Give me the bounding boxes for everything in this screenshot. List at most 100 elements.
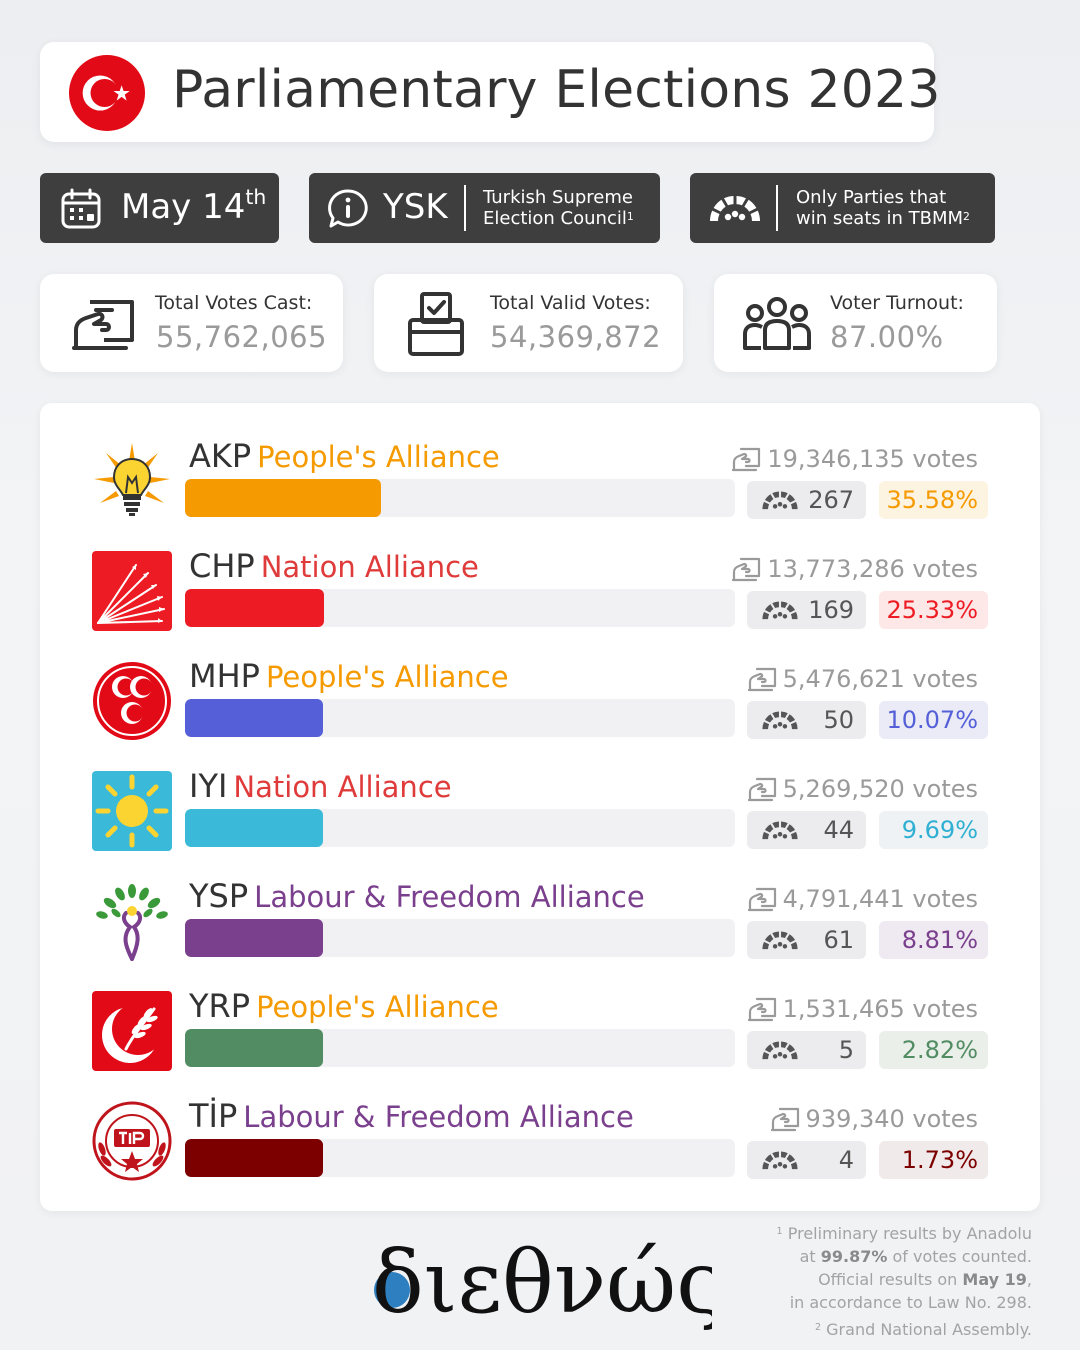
stat-total-votes-cast: Total Votes Cast: 55,762,065 [40,274,343,372]
source-pill: YSK Turkish Supreme Election Council1 [309,173,660,243]
bar-track [185,809,735,847]
seats-value: 267 [808,486,854,514]
seats-box: 5 [747,1031,866,1069]
percent-box: 2.82% [879,1031,988,1069]
parliament-icon [762,1041,798,1060]
stat-value: 55,762,065 [156,320,328,354]
vote-hand-icon [732,557,761,582]
seats-box: 61 [747,921,866,959]
bar-track [185,699,735,737]
percent-value: 9.69% [901,816,978,844]
party-name: IYI Nation Alliance [189,767,452,805]
percent-value: 2.82% [901,1036,978,1064]
stat-value: 87.00% [830,320,944,354]
footnote-1-line-c: Official results on May 19, [818,1270,1032,1289]
seats-box: 169 [747,591,866,629]
vote-hand-icon [747,667,776,692]
ysp-tree-logo-icon [96,884,168,961]
party-name: TİP Labour & Freedom Alliance [189,1097,634,1135]
info-chat-icon [328,189,368,228]
source-code: YSK [383,187,448,227]
vote-hand-icon [747,997,776,1022]
votes-count: 5,269,520 votes [747,775,978,803]
stat-label: Voter Turnout: [830,292,964,314]
seats-value: 50 [823,706,854,734]
bar-akp [185,479,381,517]
ballot-box-icon [408,292,464,356]
turkey-flag-icon [68,54,146,132]
votes-count: 19,346,135 votes [731,445,978,473]
bar-track [185,479,735,517]
brand-name: διεθνώς [372,1233,712,1333]
seats-box: 267 [747,481,866,519]
vote-hand-icon [747,777,776,802]
chp-six-arrows-logo-icon [92,551,172,631]
percent-value: 35.58% [886,486,978,514]
ballot-cast-icon [72,300,134,350]
parliament-icon [709,196,761,221]
divider [464,185,466,231]
footnote-2: 2 Grand National Assembly. [814,1320,1032,1339]
stat-voter-turnout: Voter Turnout: 87.00% [714,274,997,372]
party-row-mhp: MHP People's Alliance 5,476,621 votes 50 … [40,623,1040,740]
bar-chp [185,589,324,627]
bar-track [185,1139,735,1177]
bar-track [185,1029,735,1067]
election-date: May 14th [121,185,267,227]
parliament-icon [762,601,798,620]
votes-count: 939,340 votes [770,1105,978,1133]
stat-value: 54,369,872 [490,320,662,354]
percent-box: 35.58% [879,481,988,519]
mhp-three-crescents-logo-icon [93,662,171,740]
party-row-ysp: YSP Labour & Freedom Alliance 4,791,441 v… [40,843,1040,961]
brand-accent-dot [374,1272,410,1308]
seats-box: 50 [747,701,866,739]
people-group-icon [743,297,811,350]
votes-count: 5,476,621 votes [747,665,978,693]
bar-tip [185,1139,323,1177]
votes-count: 1,531,465 votes [747,995,978,1023]
stat-label: Total Votes Cast: [155,292,313,314]
percent-value: 25.33% [886,596,978,624]
source-name-line2: Election Council1 [483,208,634,229]
source-name-line1: Turkish Supreme [483,187,633,208]
vote-hand-icon [732,447,761,472]
seats-value: 169 [808,596,854,624]
seats-value: 61 [823,926,854,954]
footnote-1-line-a: 1 Preliminary results by Anadolu [776,1224,1032,1243]
alliance-label: People's Alliance [256,990,499,1024]
votes-count: 13,773,286 votes [731,555,978,583]
bar-mhp [185,699,323,737]
vote-hand-icon [770,1107,799,1132]
seats-box: 44 [747,811,866,849]
party-row-yrp: YRP People's Alliance 1,531,465 votes 5 2… [40,953,1040,1071]
party-row-tip: TİP Labour & Freedom Alliance 939,340 vot… [40,1063,1040,1181]
percent-value: 1.73% [901,1146,978,1174]
alliance-label: Labour & Freedom Alliance [243,1100,634,1134]
alliance-label: Nation Alliance [233,770,452,804]
party-name: MHP People's Alliance [189,657,509,695]
party-name: YRP People's Alliance [189,987,499,1025]
percent-value: 10.07% [886,706,978,734]
parliament-icon [762,1151,798,1170]
percent-box: 9.69% [879,811,988,849]
percent-value: 8.81% [901,926,978,954]
footnote-1-line-d: in accordance to Law No. 298. [789,1293,1032,1312]
votes-count: 4,791,441 votes [747,885,978,913]
parliament-icon [762,821,798,840]
seats-value: 44 [823,816,854,844]
party-row-chp: CHP Nation Alliance 13,773,286 votes 169 … [40,513,1040,631]
stat-total-valid-votes: Total Valid Votes: 54,369,872 [374,274,683,372]
party-name: CHP Nation Alliance [189,547,479,585]
vote-hand-icon [747,887,776,912]
bar-yrp [185,1029,323,1067]
party-row-iyi: IYI Nation Alliance 5,269,520 votes 44 9.… [40,733,1040,851]
percent-box: 1.73% [879,1141,988,1179]
bar-track [185,589,735,627]
parliament-icon [762,711,798,730]
alliance-label: Labour & Freedom Alliance [254,880,645,914]
bar-iyi [185,809,323,847]
alliance-label: People's Alliance [265,660,509,694]
results-chart: AKP People's Alliance 19,346,135 votes 26… [40,403,1040,1211]
footnotes: 1 Preliminary results by Anadolu at 99.8… [777,1222,1032,1341]
